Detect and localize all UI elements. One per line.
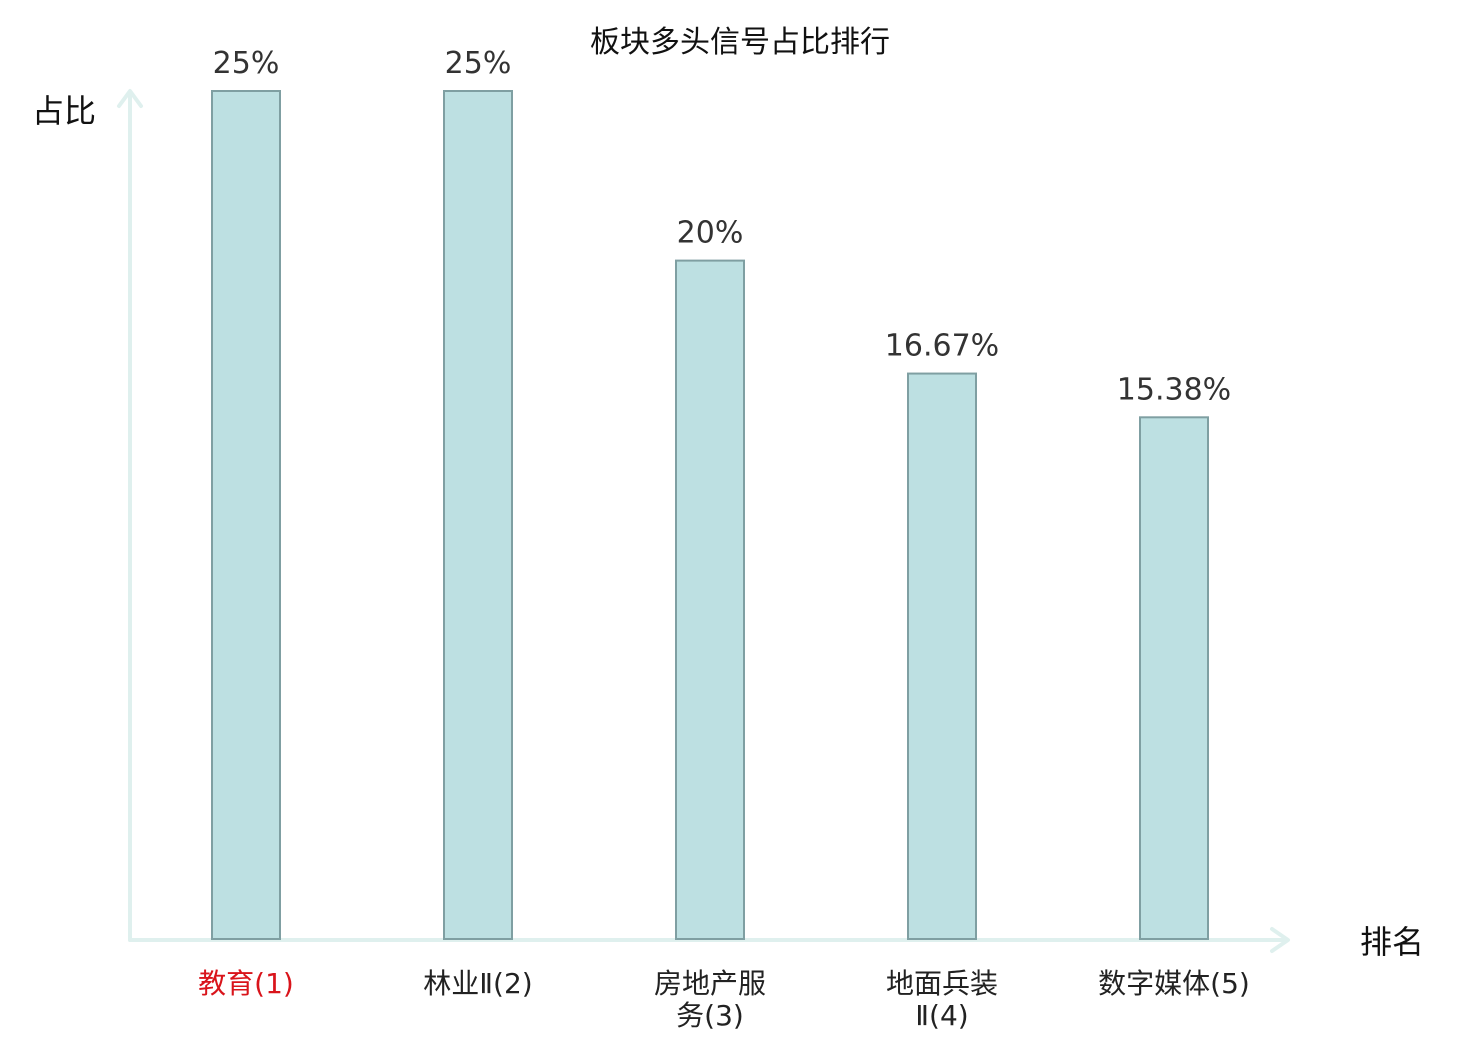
y-axis: 占比 <box>32 89 143 942</box>
bar <box>211 90 281 940</box>
value-labels: 25% 25% 20% 16.67% 15.38% <box>213 46 1232 407</box>
category-label: 教育(1) <box>198 967 294 1000</box>
y-axis-arrow <box>117 89 143 108</box>
category-label: 数字媒体(5) <box>1098 967 1250 1000</box>
bar-value-label: 15.38% <box>1117 372 1231 407</box>
category-label: 地面兵装 Ⅱ(4) <box>886 967 998 1032</box>
x-axis: 排名 <box>128 923 1424 961</box>
bar <box>675 259 745 941</box>
category-label: 林业Ⅱ(2) <box>423 967 532 1000</box>
y-axis-label: 占比 <box>32 92 96 130</box>
bar-value-label: 16.67% <box>885 329 999 364</box>
bars <box>211 90 1209 941</box>
bar-value-label: 20% <box>677 216 744 251</box>
bar <box>443 90 513 940</box>
category-label: 房地产服务(3) <box>654 967 766 1032</box>
category-labels: 教育(1) 林业Ⅱ(2) 房地产服务(3) 地面兵装 Ⅱ(4) 数字媒体(5) <box>198 967 1250 1032</box>
bar <box>907 372 977 940</box>
x-axis-arrow <box>1270 927 1290 953</box>
chart-title: 板块多头信号占比排行 <box>590 25 890 60</box>
bar-value-label: 25% <box>445 46 512 81</box>
bar <box>1139 416 1209 940</box>
x-axis-label: 排名 <box>1360 923 1424 961</box>
bar-value-label: 25% <box>213 46 280 81</box>
